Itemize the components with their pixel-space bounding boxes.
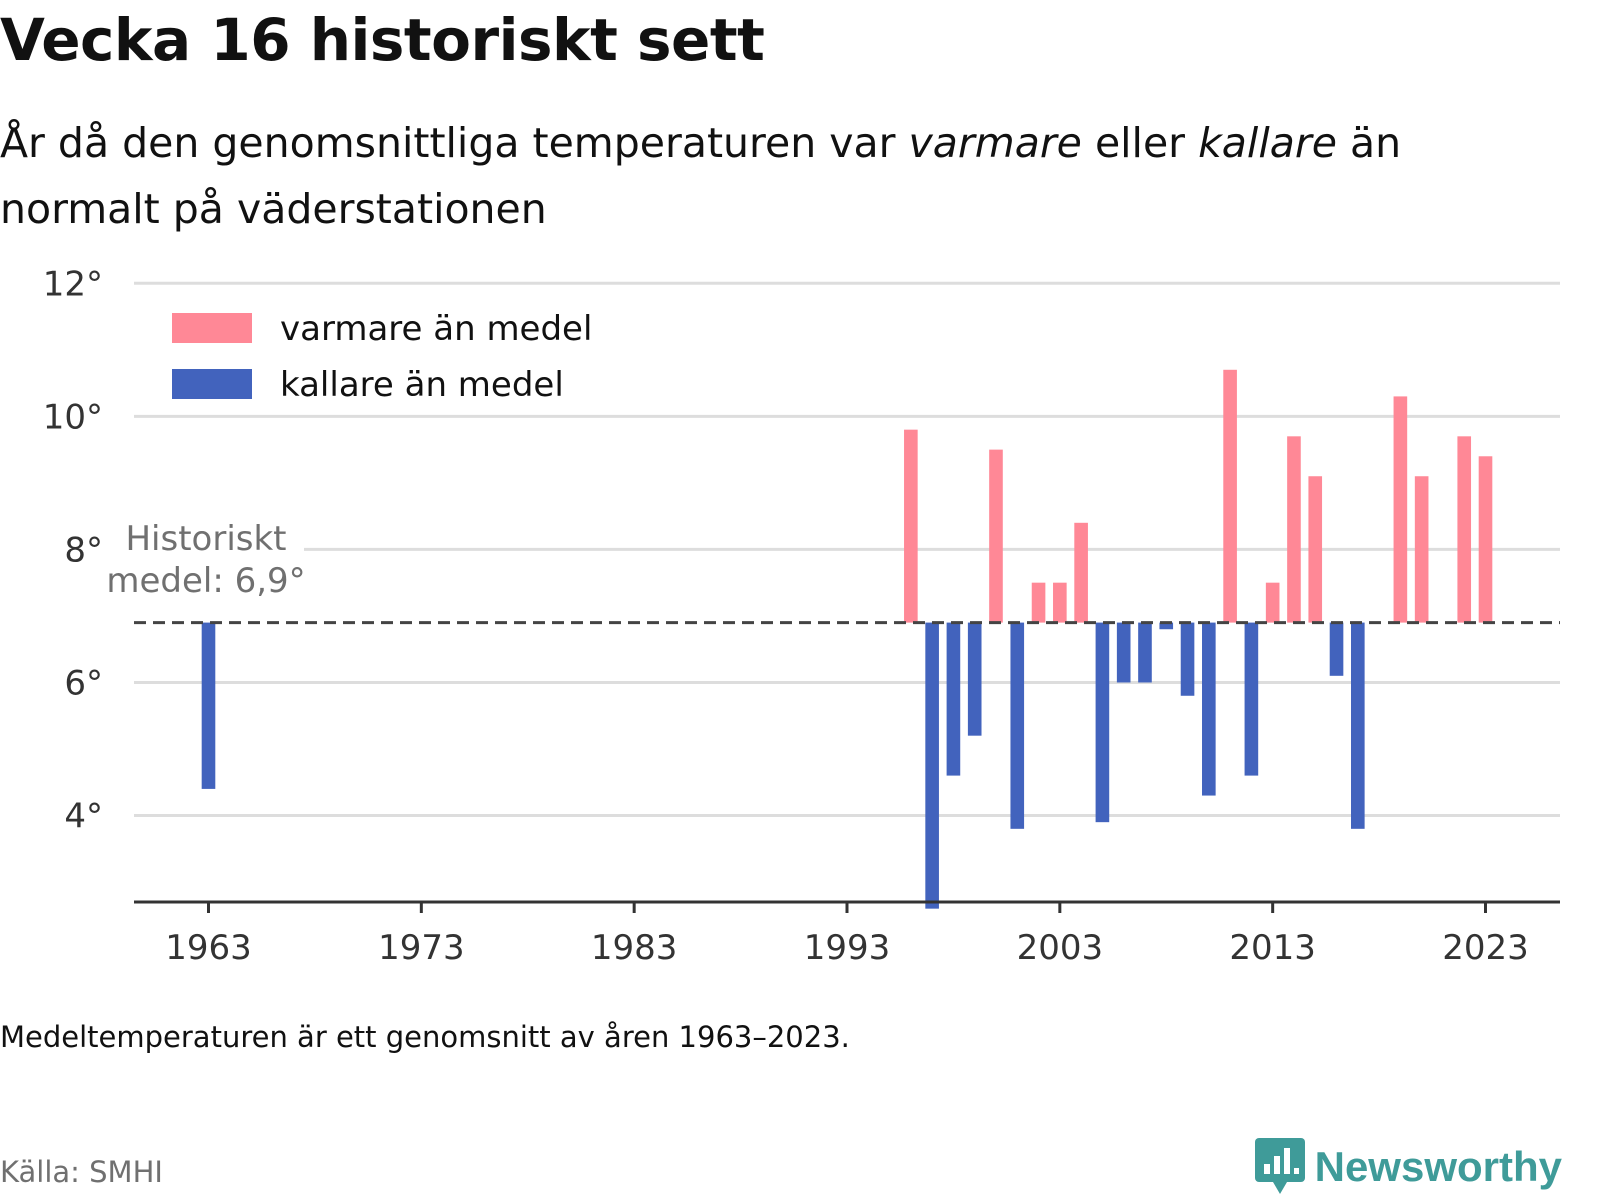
bar-1998	[946, 622, 961, 776]
newsworthy-logo-icon	[1254, 1138, 1305, 1194]
bar-1997	[925, 622, 939, 909]
bar-2000	[989, 449, 1003, 623]
x-tick-label: 2003	[1017, 928, 1104, 968]
y-tick-label: 8°	[64, 530, 103, 570]
x-tick-label: 1993	[804, 928, 891, 968]
x-tick-label: 1983	[591, 928, 678, 968]
bars	[201, 369, 1493, 909]
bar-2014	[1287, 436, 1301, 623]
subtitle-emphasis-colder: kallare	[1198, 119, 1337, 167]
bar-2020	[1414, 476, 1429, 623]
source-label: Källa: SMHI	[0, 1155, 163, 1189]
y-tick-label: 10°	[43, 397, 103, 437]
baseline-label-line2: medel: 6,9°	[106, 561, 305, 601]
subtitle-text-2: eller	[1081, 119, 1199, 167]
x-tick-label: 1963	[165, 928, 252, 968]
bar-2008	[1159, 622, 1174, 630]
bar-2006	[1116, 622, 1131, 683]
bar-2023	[1478, 456, 1493, 623]
bar-2001	[1010, 622, 1025, 829]
bar-2005	[1095, 622, 1110, 823]
y-tick-label: 4°	[64, 797, 103, 837]
footnote: Medeltemperaturen är ett genomsnitt av å…	[0, 1020, 850, 1054]
bar-2009	[1180, 622, 1195, 696]
x-tick-label: 2023	[1442, 928, 1529, 968]
legend-swatch-colder	[172, 369, 252, 399]
x-axis-ticks: 1963 1973 1983 1993 2003 2013 2023	[165, 902, 1529, 968]
y-tick-label: 12°	[43, 270, 103, 304]
x-tick-label: 2013	[1229, 928, 1316, 968]
bar-2019	[1393, 396, 1408, 623]
bar-2004	[1074, 522, 1088, 623]
bar-2011	[1223, 369, 1237, 623]
legend-swatch-warmer	[172, 313, 252, 343]
bar-2013	[1265, 582, 1280, 623]
bar-1996	[904, 429, 918, 623]
bar-2022	[1457, 436, 1472, 623]
x-tick-label: 1973	[378, 928, 465, 968]
subtitle-emphasis-warmer: varmare	[908, 119, 1082, 167]
bar-2007	[1138, 622, 1152, 683]
bar-2012	[1244, 622, 1259, 776]
brand-name: Newsworthy	[1314, 1143, 1562, 1190]
bar-2015	[1308, 476, 1323, 623]
bar-1999	[967, 622, 982, 736]
y-tick-label: 6°	[64, 663, 103, 703]
bar-2010	[1202, 622, 1216, 796]
baseline-label-line1: Historiskt	[125, 519, 286, 559]
chart-subtitle: År då den genomsnittliga temperaturen va…	[0, 110, 1560, 242]
subtitle-text-1: År då den genomsnittliga temperaturen va…	[0, 119, 909, 167]
baseline-annotation: Historiskt medel: 6,9°	[106, 518, 306, 601]
legend-label-colder: kallare än medel	[280, 365, 564, 405]
bar-2002	[1031, 582, 1046, 623]
bar-2003	[1053, 582, 1067, 623]
bar-1963	[201, 622, 216, 789]
subtitle-text-3: än normalt på väderstationen	[0, 119, 1402, 233]
chart-title: Vecka 16 historiskt sett	[0, 6, 765, 74]
legend: varmare än medel kallare än medel	[152, 290, 620, 412]
bar-2016	[1329, 622, 1344, 676]
legend-label-warmer: varmare än medel	[280, 309, 592, 349]
bar-2017	[1350, 622, 1365, 829]
bar-chart: 4° 6° 8° 10° 12° Historiskt medel: 6,9° varm…	[43, 270, 1560, 968]
gridlines	[134, 281, 1560, 818]
y-axis-tick-labels: 4° 6° 8° 10° 12°	[43, 270, 103, 837]
newsworthy-logo[interactable]: Newsworthy	[1254, 1138, 1562, 1196]
